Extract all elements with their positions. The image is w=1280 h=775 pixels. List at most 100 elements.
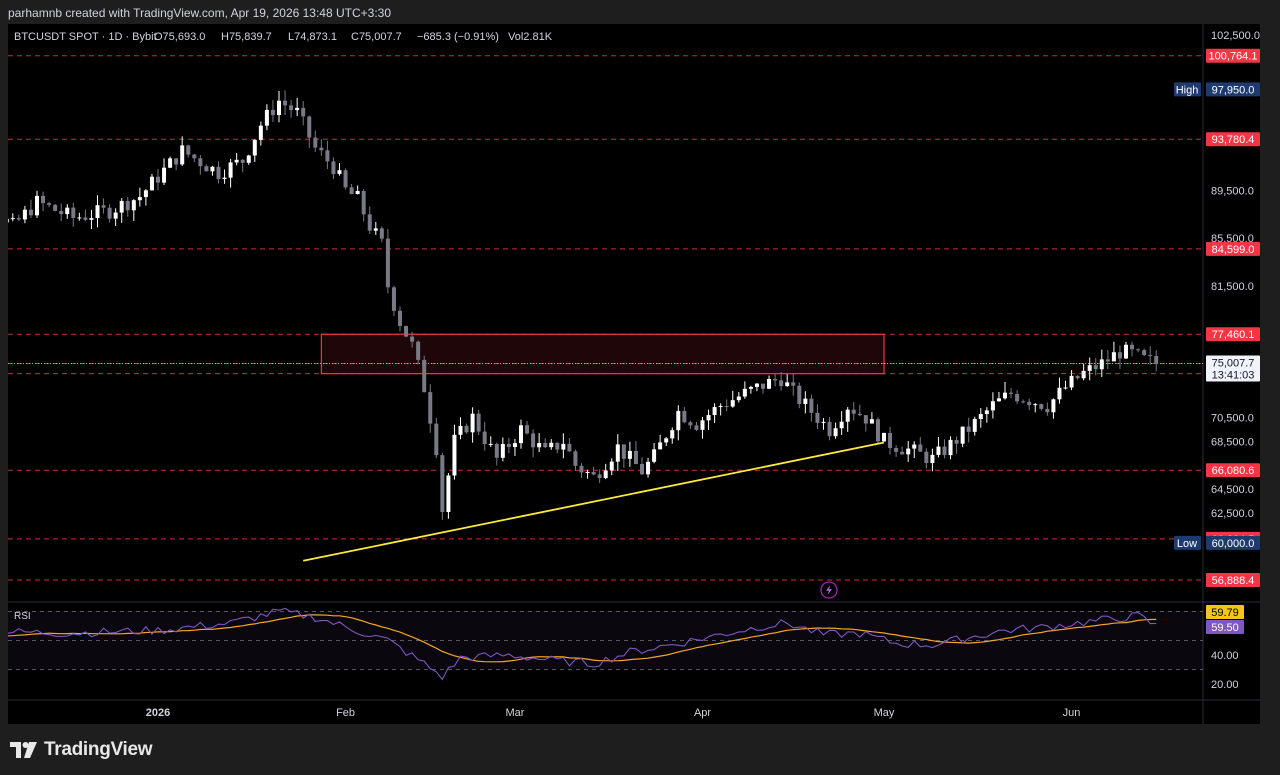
- candle-body: [186, 145, 191, 155]
- candle-body: [531, 433, 536, 448]
- candle-body: [16, 218, 21, 220]
- candle-body: [307, 116, 312, 138]
- candle-body: [283, 100, 288, 106]
- lightning-icon[interactable]: [820, 581, 838, 599]
- candle-body: [791, 382, 796, 386]
- candle-body: [942, 446, 947, 456]
- candle-body: [851, 409, 856, 414]
- candle-body: [8, 218, 9, 223]
- candle-body: [882, 432, 886, 442]
- candle-body: [59, 210, 64, 215]
- candle-body: [1009, 392, 1014, 395]
- candle-body: [1124, 344, 1128, 359]
- candle-body: [1003, 392, 1007, 399]
- candle-body: [918, 444, 923, 452]
- candle-body: [1105, 359, 1110, 362]
- candle-body: [234, 159, 239, 163]
- last-price-badge: [1206, 355, 1260, 382]
- candle-body: [615, 444, 620, 462]
- candle-body: [137, 197, 142, 201]
- candle-body: [664, 438, 669, 443]
- candle-body: [89, 218, 94, 220]
- candle-body: [748, 386, 753, 389]
- candle-body: [10, 218, 15, 220]
- candle-body: [101, 205, 106, 208]
- candle-body: [379, 228, 384, 239]
- low-price-label: 60,000.0: [1212, 538, 1255, 550]
- candle-body: [1063, 387, 1068, 389]
- candle-body: [1136, 349, 1141, 351]
- candle-body: [301, 107, 306, 117]
- candle-body: [573, 451, 578, 466]
- candle-body: [900, 451, 905, 455]
- candle-body: [754, 383, 759, 387]
- candle-body: [410, 336, 415, 342]
- candle-body: [839, 421, 844, 429]
- level-price-badge: [1206, 463, 1260, 478]
- candle-body: [1069, 375, 1074, 388]
- candle-body: [658, 442, 663, 450]
- rsi-tick-label: 40.00: [1211, 650, 1239, 662]
- level-price-badge: [1206, 48, 1260, 63]
- candle-body: [319, 147, 324, 151]
- candle-body: [192, 154, 197, 159]
- candle-body: [1057, 387, 1062, 400]
- candle-body: [337, 170, 342, 174]
- candle-body: [1021, 401, 1026, 403]
- candle-body: [972, 419, 977, 432]
- tradingview-logo[interactable]: TradingView: [10, 738, 153, 762]
- candle-body: [640, 464, 644, 475]
- level-price-label: 84,599.0: [1212, 244, 1255, 256]
- candle-body: [652, 449, 657, 462]
- rsi-ma-label: 59.50: [1211, 622, 1239, 634]
- candle-body: [676, 410, 681, 431]
- price-chart[interactable]: 102,500.089,500.085,500.081,500.070,500.…: [8, 24, 1260, 724]
- candle-body: [174, 158, 179, 165]
- candle-body: [264, 109, 269, 126]
- time-tick-label: Mar: [505, 707, 524, 719]
- candle-body: [434, 423, 439, 456]
- rsi-ma-badge: [1206, 620, 1244, 634]
- time-tick-label: May: [874, 707, 895, 719]
- candle-body: [470, 413, 475, 433]
- candle-body: [706, 415, 711, 421]
- candle-body: [349, 187, 354, 195]
- candle-body: [869, 419, 874, 424]
- candle-body: [1099, 359, 1104, 370]
- candle-body: [845, 409, 850, 422]
- candle-body: [1130, 344, 1135, 350]
- rsi-value-badge: [1206, 605, 1244, 619]
- price-tick-label: 62,500.0: [1211, 508, 1254, 520]
- high-price-badge: [1206, 82, 1260, 97]
- candle-body: [500, 444, 505, 458]
- candle-body: [216, 166, 221, 179]
- candle-body: [966, 426, 971, 432]
- candle-body: [162, 167, 167, 183]
- candle-body: [1142, 350, 1147, 356]
- candle-body: [936, 446, 941, 455]
- level-price-label: 100,764.1: [1209, 51, 1258, 63]
- candle-body: [773, 378, 778, 381]
- candle-body: [1117, 352, 1122, 359]
- candle-body: [65, 207, 70, 215]
- candle-body: [373, 228, 378, 231]
- header-high: H75,839.7: [221, 31, 272, 43]
- candle-body: [742, 388, 747, 397]
- candle-body: [422, 359, 427, 393]
- time-tick-label: Jun: [1063, 707, 1081, 719]
- candle-body: [894, 447, 899, 452]
- resistance-zone[interactable]: [320, 333, 885, 375]
- candle-body: [1093, 365, 1098, 370]
- candle-body: [543, 443, 548, 448]
- candle-body: [452, 434, 457, 476]
- candle-body: [948, 439, 953, 456]
- candle-body: [404, 325, 409, 337]
- chart-credit: parhamnb created with TradingView.com, A…: [8, 6, 392, 20]
- candle-body: [803, 398, 808, 405]
- candle-body: [240, 159, 245, 163]
- candle-body: [555, 442, 560, 450]
- chart-frame[interactable]: 102,500.0 89,500.0 85,500.0 81,500.0 70,500.…: [8, 24, 1260, 724]
- support-trendline[interactable]: [303, 441, 885, 562]
- candle-body: [1033, 404, 1038, 406]
- candle-body: [591, 472, 596, 475]
